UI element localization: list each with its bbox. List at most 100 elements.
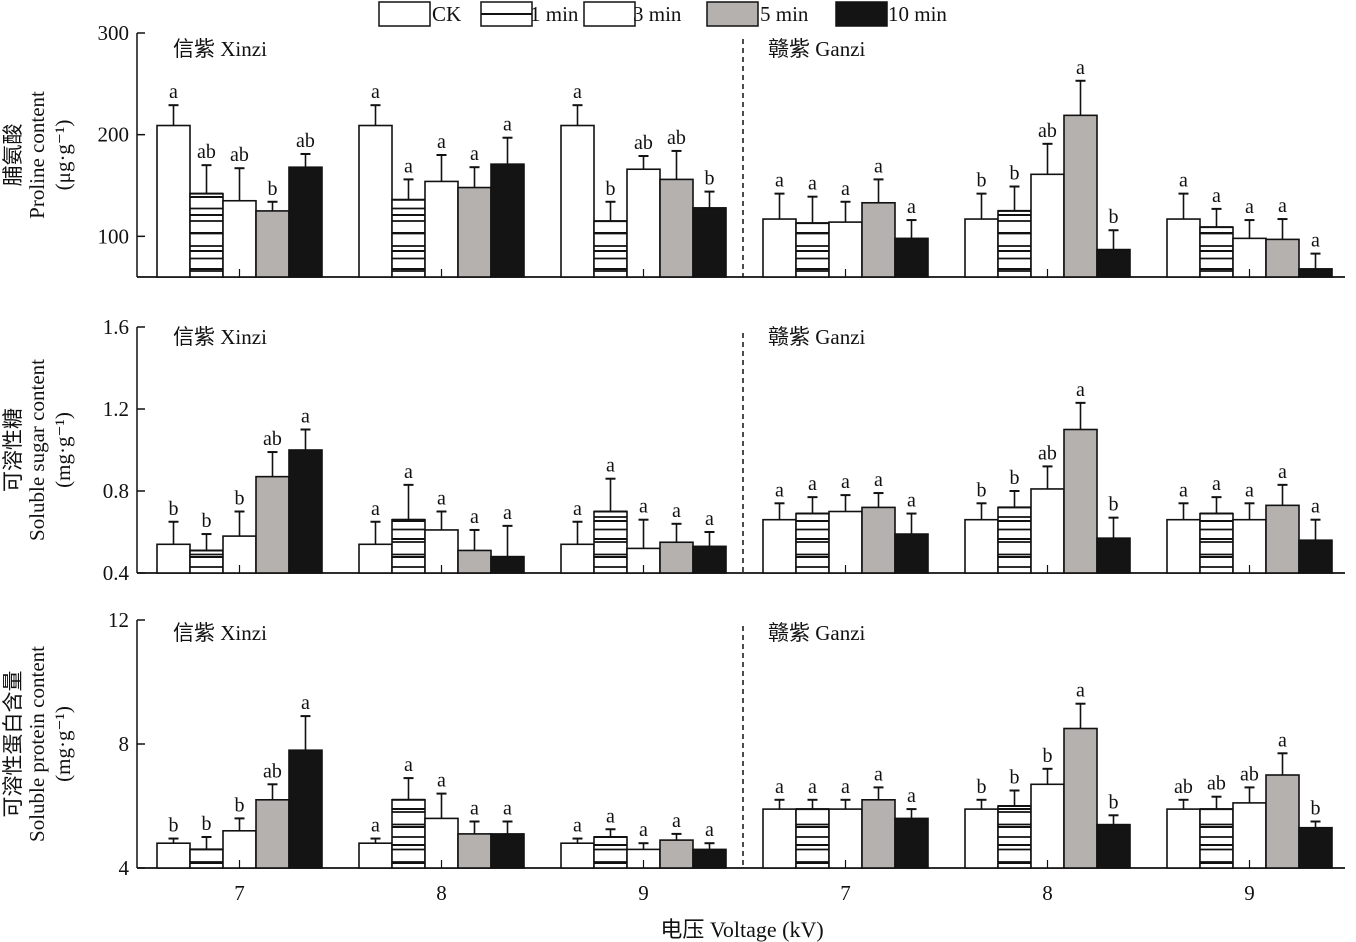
bar-group-item: a [1298,496,1333,574]
significance-letter: b [1109,494,1119,516]
bar [424,180,459,278]
bar-group-item: a [861,155,896,278]
significance-letter: b [1043,745,1053,767]
bar-group-item: ab [255,428,290,574]
variety-label-ganzi: 赣紫 Ganzi [768,37,866,61]
bar [1166,808,1201,869]
bar [560,543,595,574]
bar-group-item: ab [1232,763,1267,869]
bar-group-item: a [560,498,595,574]
bar [762,808,797,869]
bar [894,817,929,869]
bar [457,549,492,574]
significance-letter: b [169,815,179,837]
bar [1199,512,1234,574]
significance-letter: b [1109,791,1119,813]
y-axis-title-cn: 脯氨酸 [1,124,25,187]
x-axis: 7 8 9 7 8 9 电压 Voltage (kV) [234,881,1255,942]
bar-group-item: b [593,178,628,278]
bar-group-item: a [828,471,863,574]
significance-letter: a [672,500,681,522]
x-tick-label: 9 [1244,881,1255,905]
significance-letter: a [573,81,582,103]
significance-letter: b [977,479,987,501]
bar-group-item: b [964,170,999,278]
significance-letter: ab [263,428,282,450]
bar [828,808,863,869]
bar-group-item: ab [1030,120,1065,278]
bar [288,166,323,278]
panels: 100 200 300 脯氨酸 Proline content (μg·g⁻¹) 信紫 Xi… [1,21,1345,880]
significance-letter: ab [230,144,249,166]
significance-letter: a [775,776,784,798]
significance-letter: a [1278,461,1287,483]
y-tick-label: 0.8 [103,479,129,503]
significance-letter: b [268,178,278,200]
bar-group-item: a [358,498,393,574]
bar [490,163,525,278]
significance-letter: a [470,506,479,528]
bar-group-item: a [424,770,459,869]
bar [795,808,830,869]
bar-group-item: ab [288,130,323,278]
significance-letter: b [235,488,245,510]
significance-letter: a [1212,185,1221,207]
bar [1265,774,1300,869]
bar [828,221,863,278]
significance-letter: a [1179,479,1188,501]
bar [861,506,896,574]
significance-letter: a [808,473,817,495]
bar-group-item: a [424,488,459,574]
bar [762,218,797,278]
bar-group-item: a [762,479,797,574]
bar-group-item: b [997,163,1032,278]
legend-swatch [378,1,431,27]
bar-group-item: b [692,168,727,278]
bar-group-item: a [1265,195,1300,278]
legend-label: 5 min [760,2,809,26]
bar-group-item: a [762,170,797,278]
bar [222,199,257,278]
significance-letter: a [1076,680,1085,702]
significance-letter: a [503,114,512,136]
significance-letter: a [437,488,446,510]
bar [156,124,191,278]
bar [1096,537,1131,574]
significance-letter: a [1076,57,1085,79]
significance-letter: a [404,754,413,776]
bar [1063,428,1098,574]
x-axis-title: 电压 Voltage (kV) [660,917,823,942]
significance-letter: a [639,819,648,841]
bar [255,798,290,869]
bar-group-item: a [1199,185,1234,278]
significance-letter: a [1245,479,1254,501]
bar-group-item: a [795,173,830,278]
bar [1265,504,1300,574]
panel-proline: 100 200 300 脯氨酸 Proline content (μg·g⁻¹) 信紫 Xi… [1,21,1345,278]
bar-group-item: a [457,143,492,278]
bar [795,222,830,278]
bar-group-item: a [1265,461,1300,574]
bar [593,220,628,278]
bar-group-item: a [1166,170,1201,278]
significance-letter: a [503,798,512,820]
y-axis-title-en: Proline content [25,91,49,219]
bar-group-item: a [861,763,896,869]
bar [1030,783,1065,869]
y-axis-title-unit: (mg·g⁻¹) [51,412,75,488]
bar [997,210,1032,278]
bar-group-item: a [1265,729,1300,869]
y-tick-label: 4 [119,856,130,880]
bar-group-item: b [222,794,257,869]
bar [861,798,896,869]
y-tick-label: 12 [108,608,129,632]
bar-group-item: ab [626,132,661,278]
bar-group-item: a [828,178,863,278]
variety-label-xinzi: 信紫 Xinzi [173,621,267,645]
bar [626,168,661,278]
bar-group-item: a [894,785,929,869]
bar-group-item: a [1199,473,1234,574]
bar [1298,539,1333,574]
x-tick-label: 9 [638,881,649,905]
significance-letter: a [470,143,479,165]
